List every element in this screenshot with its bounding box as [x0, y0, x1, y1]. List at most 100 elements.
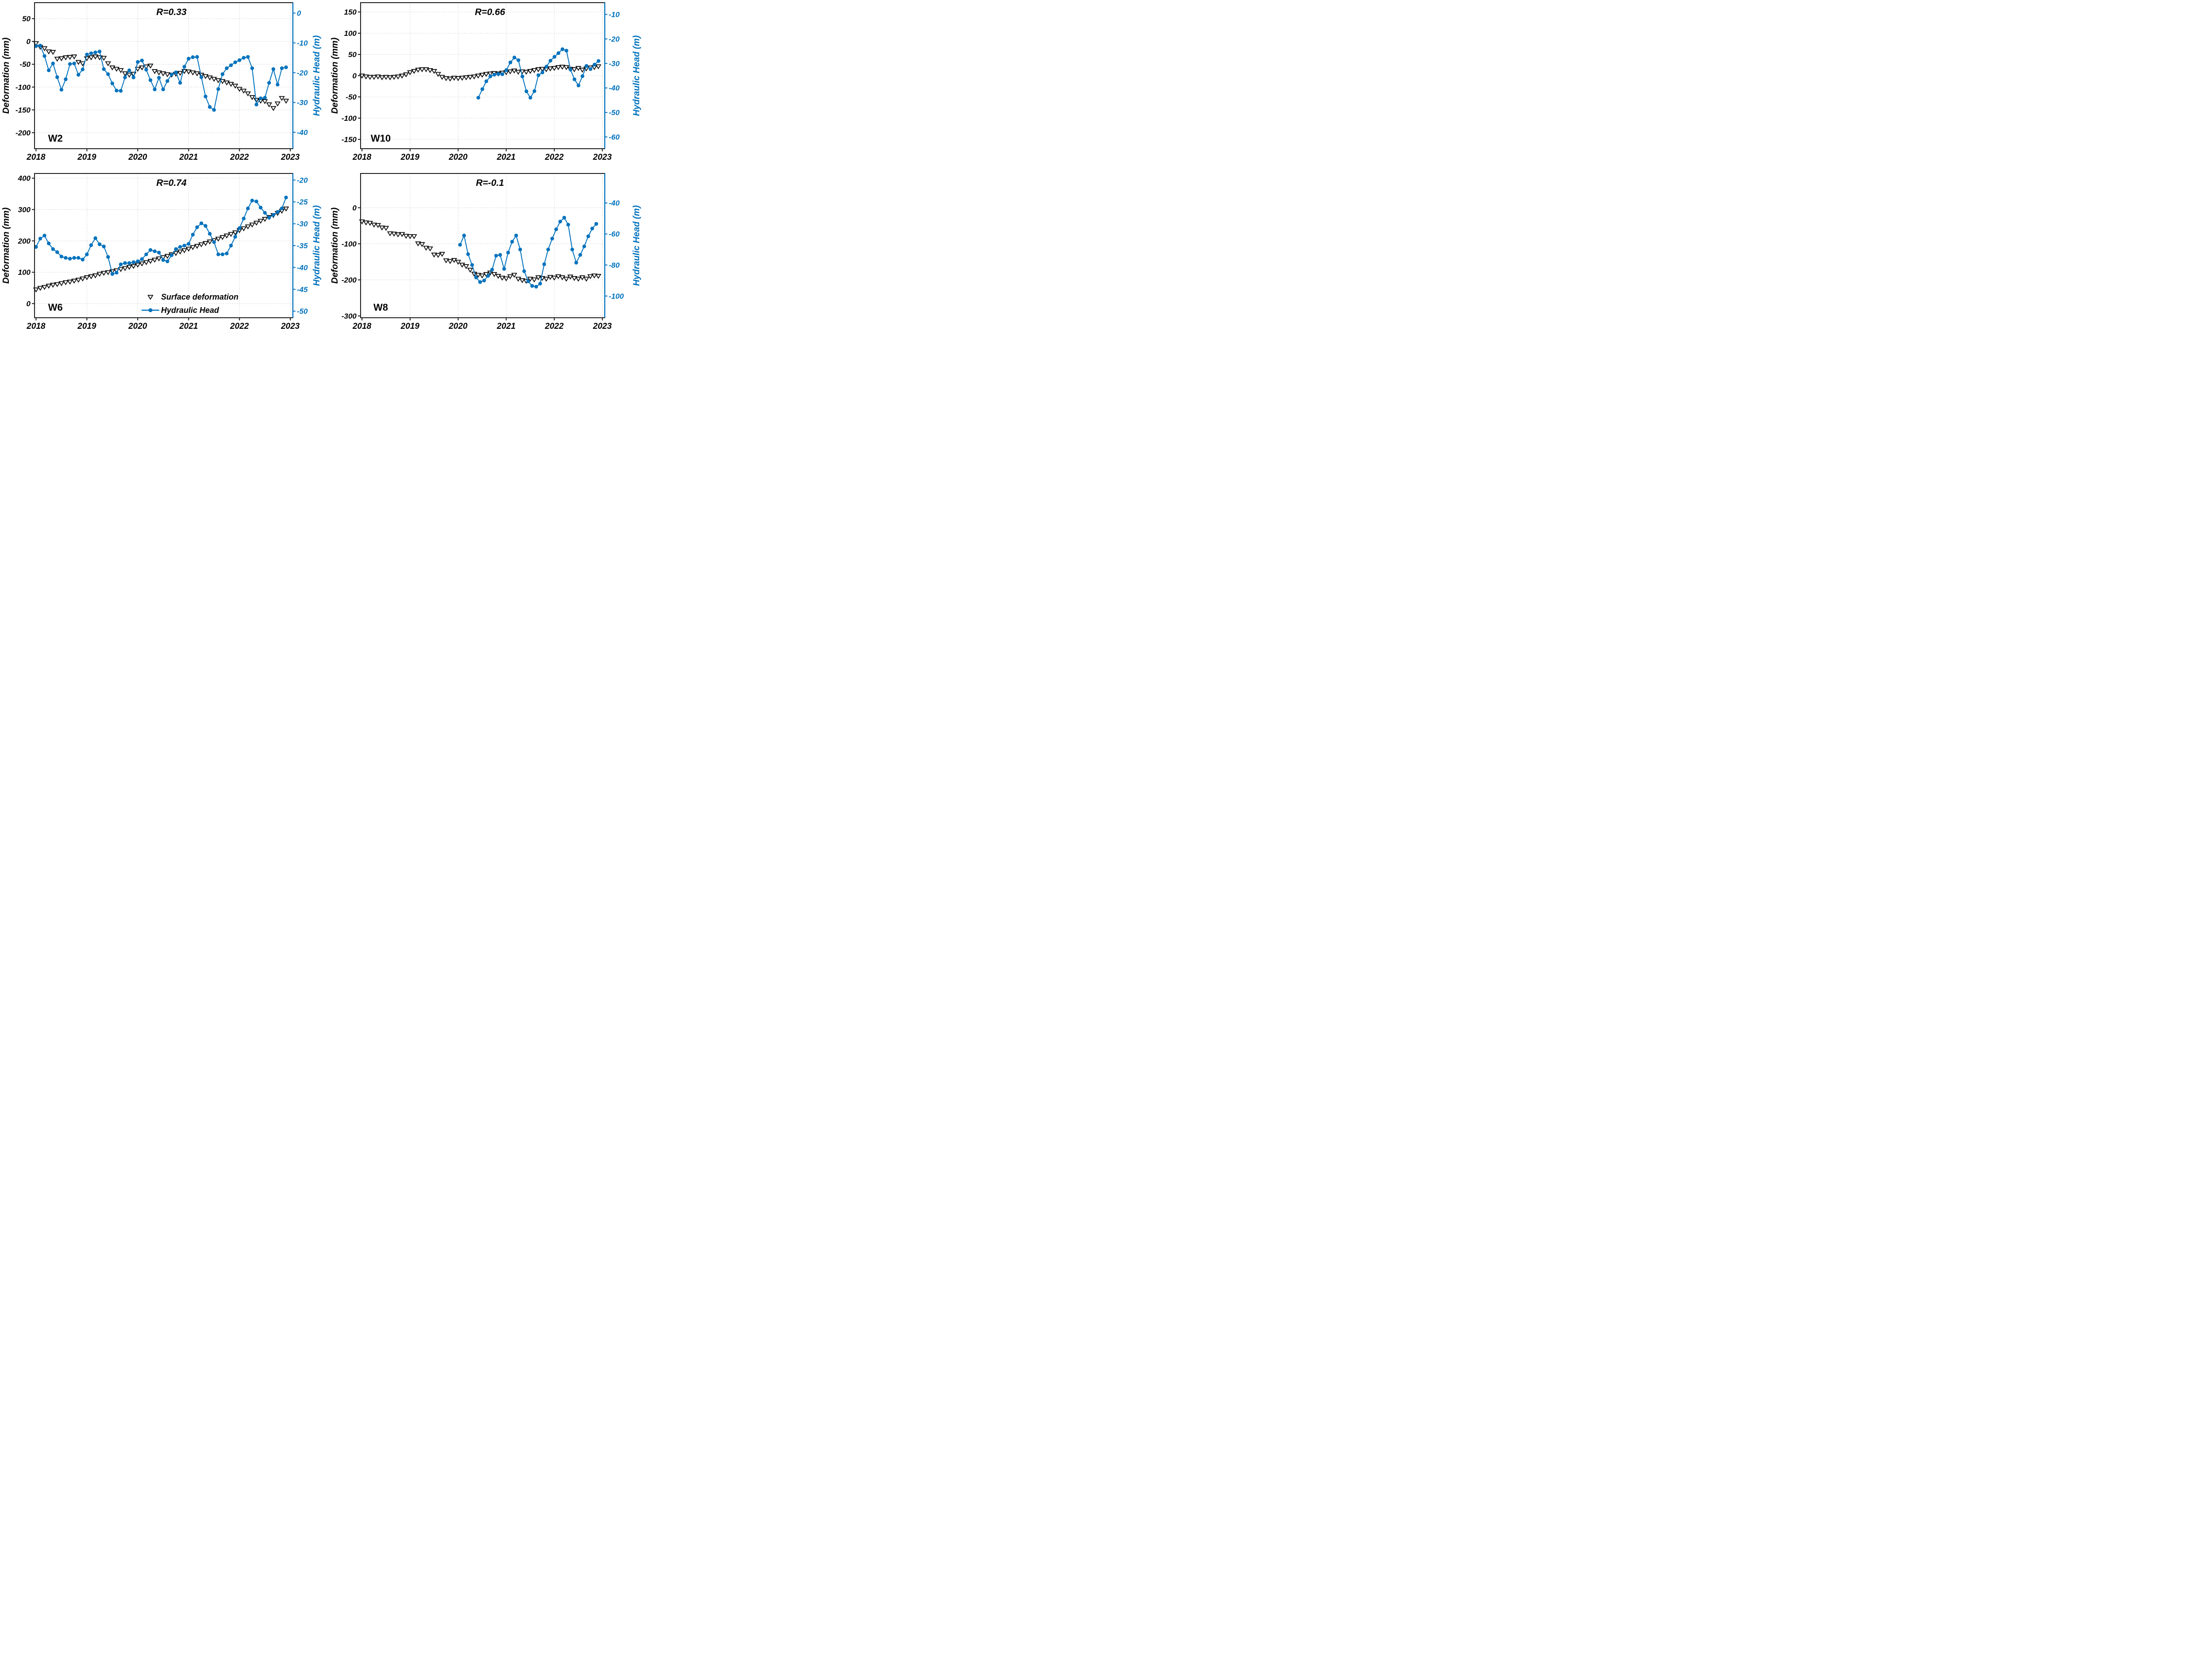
x-axis-tick-label: 2023 [280, 153, 300, 162]
left-axis-title: Deformation (mm) [1, 208, 11, 284]
right-axis-tick-label: -40 [609, 84, 620, 92]
left-axis-tick-label: -150 [15, 106, 31, 114]
left-axis-tick-label: -150 [342, 135, 357, 144]
right-axis-tick-label: -50 [297, 307, 308, 316]
plot-box [34, 2, 293, 149]
x-axis-tick-label: 2020 [128, 322, 147, 331]
right-axis-tick-label: -25 [297, 198, 308, 206]
left-axis-tick-label: 150 [344, 8, 357, 16]
chart-panel-w6: 2018 2019 2020 2021 2022 2023 400 300 200 100 0 -20… [1, 173, 322, 331]
gridlines [35, 3, 293, 149]
right-axis-title: Hydraulic Head (m) [632, 205, 641, 286]
x-axis-tick-label: 2020 [448, 322, 468, 331]
left-axis-tick-label: 100 [344, 29, 357, 38]
left-axis-tick-label: -300 [342, 312, 357, 320]
left-axis-tick-label: -100 [342, 240, 357, 248]
legend-dot-marker [148, 308, 153, 312]
x-axis-tick-label: 2020 [448, 153, 468, 162]
x-axis-tick-label: 2022 [545, 153, 564, 162]
surface-deformation-series [33, 206, 289, 293]
right-axis-tick-label: -80 [609, 261, 620, 269]
right-axis-tick-label: -30 [609, 59, 620, 68]
right-axis-tick-label: -10 [297, 39, 308, 47]
right-axis-tick-label: -30 [297, 99, 308, 107]
hydraulic-head-series [34, 196, 288, 276]
chart-panel-w8: 2018 2019 2020 2021 2022 2023 0 -100 -200 -300 -40… [330, 173, 641, 331]
left-axis-tick-label: -100 [342, 114, 357, 123]
right-axis-tick-label: -20 [297, 176, 308, 185]
left-axis-tick-label: 0 [27, 300, 31, 308]
x-axis-tick-label: 2022 [545, 322, 564, 331]
left-axis-tick-label: -200 [15, 129, 31, 137]
x-axis-tick-label: 2018 [352, 153, 372, 162]
x-axis-tick-label: 2023 [592, 153, 612, 162]
right-axis-tick-label: 0 [297, 9, 301, 18]
legend-triangle-marker [147, 295, 154, 300]
well-label: W2 [48, 133, 63, 144]
left-axis-tick-label: 50 [22, 15, 31, 23]
left-axis-tick-label: -50 [19, 60, 31, 69]
right-axis-tick-label: -20 [297, 69, 308, 77]
x-axis-tick-label: 2023 [280, 322, 300, 331]
left-axis-tick-label: 0 [353, 204, 357, 212]
chart-panel-w10: 2018 2019 2020 2021 2022 2023 150 100 50 0 -50 -100… [330, 2, 641, 162]
well-label: W8 [373, 302, 388, 313]
legend-label-hydraulic-head: Hydraulic Head [161, 306, 219, 315]
right-axis-tick-label: -35 [297, 242, 308, 250]
hydraulic-head-series [458, 216, 598, 289]
right-axis-tick-label: -40 [297, 263, 308, 272]
left-axis-tick-label: 400 [18, 174, 31, 183]
right-axis-tick-label: -50 [609, 108, 620, 117]
well-label: W6 [48, 302, 63, 313]
right-axis-tick-label: -60 [609, 230, 620, 239]
x-axis-tick-label: 2020 [128, 153, 147, 162]
right-axis-title: Hydraulic Head (m) [312, 205, 322, 286]
correlation-label: R=0.66 [475, 7, 505, 17]
surface-deformation-series [359, 64, 602, 82]
plot-box [360, 173, 605, 318]
well-label: W10 [371, 133, 391, 144]
left-axis-tick-label: -100 [15, 83, 31, 92]
x-axis-tick-label: 2018 [26, 322, 46, 331]
right-axis-tick-label: -40 [609, 199, 620, 208]
left-axis-tick-label: 50 [348, 50, 357, 59]
gridlines [361, 173, 605, 318]
right-axis-tick-label: -45 [297, 285, 308, 294]
left-axis-title: Deformation (mm) [330, 208, 340, 284]
left-axis-tick-label: -50 [346, 93, 357, 101]
hydraulic-head-series [34, 43, 288, 112]
right-axis-tick-label: -60 [609, 133, 620, 141]
surface-deformation-series [359, 219, 602, 284]
left-axis-tick-label: 200 [18, 237, 31, 245]
x-axis-tick-label: 2019 [400, 153, 420, 162]
x-axis-tick-label: 2023 [592, 322, 612, 331]
x-axis-tick-label: 2021 [179, 153, 198, 162]
correlation-label: R=-0.1 [476, 178, 504, 188]
left-axis-tick-label: 300 [18, 206, 31, 214]
right-axis-tick-label: -10 [609, 11, 620, 19]
x-axis-tick-label: 2019 [400, 322, 420, 331]
x-axis-tick-label: 2021 [496, 322, 515, 331]
left-axis-tick-label: 0 [353, 72, 357, 80]
left-axis-tick-label: 100 [18, 268, 31, 277]
right-axis-title: Hydraulic Head (m) [312, 35, 322, 116]
x-axis-tick-label: 2019 [77, 322, 96, 331]
chart-panel-w2: 2018 2019 2020 2021 2022 2023500-50-100-150-2… [1, 2, 322, 162]
x-axis-tick-label: 2022 [230, 153, 249, 162]
right-axis-tick-label: -40 [297, 128, 308, 137]
x-axis-tick-label: 2021 [496, 153, 515, 162]
correlation-figure: 2018 2019 2020 2021 2022 2023 50 0 -50 -100 -150 -2… [0, 0, 650, 334]
hydraulic-head-series [476, 47, 601, 100]
legend: Surface deformation Hydraulic Head [142, 293, 238, 315]
left-axis-tick-label: -200 [342, 276, 357, 284]
x-axis-tick-label: 2018 [352, 322, 372, 331]
correlation-label: R=0.74 [156, 178, 187, 188]
right-axis-tick-label: -20 [609, 35, 620, 43]
left-axis-title: Deformation (mm) [330, 38, 340, 114]
left-axis-tick-label: 0 [27, 38, 31, 46]
x-axis-tick-label: 2019 [77, 153, 96, 162]
correlation-label: R=0.33 [156, 7, 187, 17]
right-axis-title: Hydraulic Head (m) [632, 35, 641, 116]
legend-label-surface-deformation: Surface deformation [161, 293, 238, 301]
x-axis-tick-label: 2022 [230, 322, 249, 331]
